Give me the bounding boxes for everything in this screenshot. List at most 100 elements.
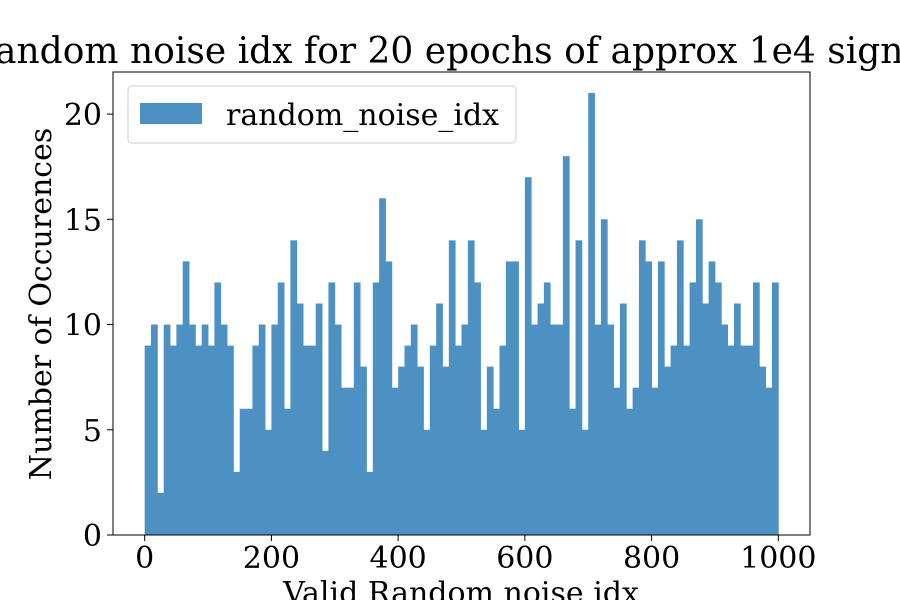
histogram-bar	[410, 324, 418, 535]
histogram-bar	[423, 429, 431, 535]
histogram-bar	[442, 366, 450, 535]
histogram-bar	[151, 324, 158, 535]
histogram-bar	[271, 324, 279, 535]
x-axis-label: Valid Random noise idx	[282, 576, 639, 600]
histogram-bar	[366, 471, 374, 535]
legend: random_noise_idx	[127, 85, 517, 144]
y-tick-label: 0	[83, 519, 102, 554]
y-tick-label: 5	[83, 414, 102, 449]
histogram-bar	[303, 345, 310, 535]
histogram-bar	[157, 492, 165, 535]
histogram-bar	[569, 408, 576, 535]
histogram-bar	[752, 282, 760, 535]
histogram-bar	[258, 324, 266, 535]
histogram-bar	[315, 303, 323, 535]
histogram-bar	[353, 282, 361, 535]
histogram-bar	[182, 261, 190, 535]
histogram-bar	[683, 345, 691, 535]
histogram-bar	[499, 345, 507, 535]
histogram-bar	[360, 366, 367, 535]
histogram-bar	[733, 303, 741, 535]
histogram-bar	[581, 429, 589, 535]
histogram-bar	[670, 345, 678, 535]
x-tick-label: 400	[370, 541, 427, 576]
histogram-bar	[664, 366, 671, 535]
histogram-bar	[214, 282, 222, 535]
histogram-bar	[657, 261, 665, 535]
histogram-bar	[689, 282, 697, 535]
histogram-bar	[562, 156, 570, 535]
histogram-bar	[233, 471, 241, 535]
histogram-bar	[347, 387, 355, 535]
histogram-bar	[372, 282, 380, 535]
x-tick-label: 800	[623, 541, 680, 576]
histogram-bar	[322, 450, 329, 535]
histogram-bar	[486, 366, 494, 535]
histogram-bar	[512, 261, 519, 535]
histogram-bar	[290, 240, 298, 535]
histogram-bar	[575, 240, 583, 535]
histogram-bar	[201, 324, 209, 535]
x-axis: 0 200 400 600 800 1000	[135, 535, 816, 576]
histogram-bar	[252, 345, 260, 535]
histogram-bar	[759, 366, 767, 535]
histogram-bar	[695, 219, 703, 535]
histogram-bar	[448, 240, 456, 535]
x-tick-label: 200	[243, 541, 300, 576]
histogram-bar	[537, 303, 545, 535]
histogram-bar	[771, 282, 779, 535]
histogram-bar	[645, 261, 652, 535]
histogram-bar	[417, 366, 424, 535]
histogram-bar	[600, 219, 608, 535]
histogram-bar	[436, 303, 443, 535]
y-axis: 0 5 10 15 20	[64, 98, 113, 554]
histogram-bar	[404, 345, 412, 535]
histogram-bar	[721, 324, 729, 535]
histogram-bar	[531, 324, 538, 535]
histogram-bar	[676, 240, 684, 535]
legend-label: random_noise_idx	[226, 98, 499, 133]
histogram-bar	[195, 345, 203, 535]
histogram-bar	[607, 324, 614, 535]
chart-title: Random noise idx for 20 epochs of approx…	[0, 31, 900, 72]
histogram-bar	[588, 93, 595, 535]
histogram-bar	[626, 408, 633, 535]
y-tick-label: 15	[64, 203, 102, 238]
legend-box	[127, 85, 517, 144]
histogram-bar	[556, 324, 564, 535]
histogram-bar	[170, 345, 177, 535]
x-tick-label: 1000	[740, 541, 816, 576]
histogram-bar	[385, 261, 393, 535]
x-tick-label: 600	[496, 541, 553, 576]
histogram-bar	[309, 345, 317, 535]
histogram-bar	[594, 324, 602, 535]
histogram-bar	[714, 282, 722, 535]
histogram-bar	[708, 261, 716, 535]
histogram-bar	[651, 387, 659, 535]
histogram-bar	[455, 345, 462, 535]
histogram-bar	[239, 408, 247, 535]
histogram-bar	[227, 345, 234, 535]
y-tick-label: 20	[64, 98, 102, 133]
histogram-bar	[176, 324, 184, 535]
histogram-bar	[461, 324, 469, 535]
histogram-bar	[550, 324, 557, 535]
histogram-bar	[702, 303, 710, 535]
y-tick-label: 10	[64, 309, 102, 344]
histogram-bar	[746, 345, 754, 535]
histogram-bar	[379, 198, 386, 536]
histogram-bar	[334, 324, 342, 535]
histogram-bar	[505, 261, 513, 535]
histogram-bar	[543, 282, 551, 535]
histogram-bar	[613, 387, 621, 535]
histogram-bar	[524, 177, 532, 535]
histogram-bar	[740, 345, 748, 535]
histogram-bar	[632, 387, 640, 535]
histogram-bar	[328, 282, 336, 535]
histogram-bar	[619, 303, 627, 535]
histogram-bar	[341, 387, 348, 535]
histogram-bar	[296, 303, 304, 535]
histogram-bar	[638, 240, 646, 535]
histogram-bar	[480, 429, 488, 535]
histogram-bar	[277, 282, 285, 535]
